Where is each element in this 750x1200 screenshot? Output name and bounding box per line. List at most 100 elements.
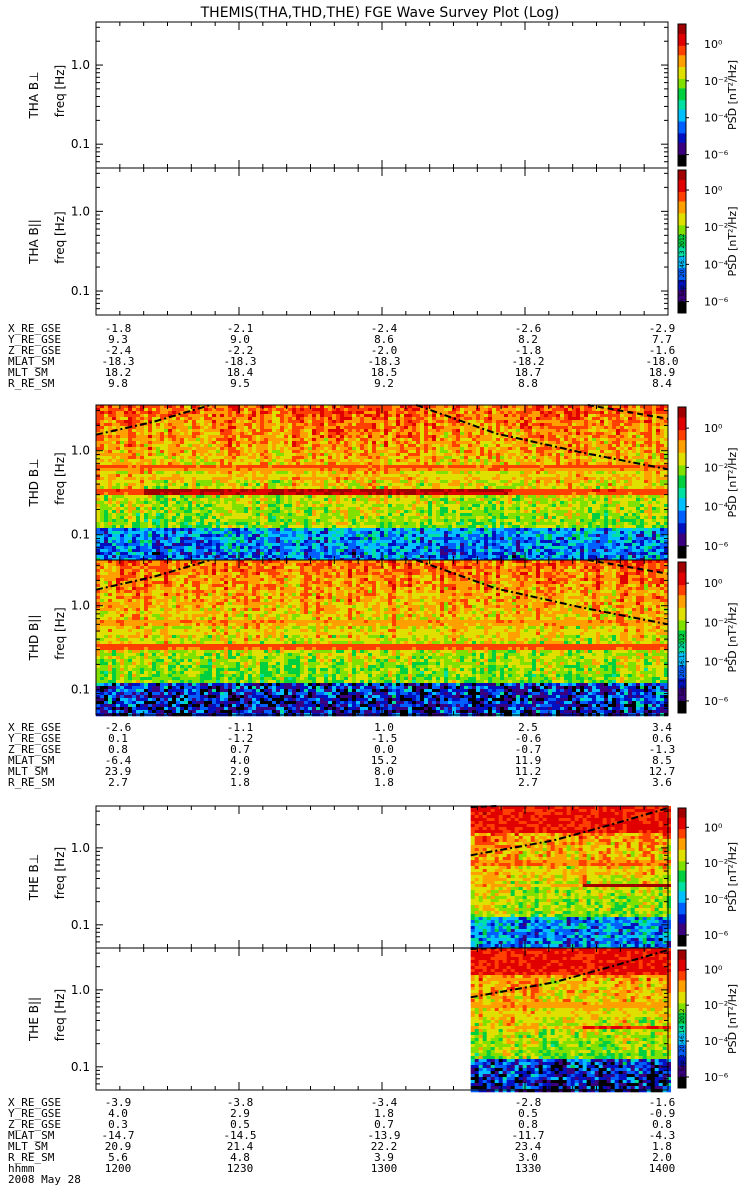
gyrofrequency-curve [470,805,497,808]
ephemeris-value: -18.3 [223,356,256,367]
date-label: 2008 May 28 [8,1174,81,1185]
ephemeris-value: 1.8 [652,1141,672,1152]
colorbar-tick-label: 10⁻⁴ [704,112,729,125]
ephemeris-value: 9.8 [108,378,128,389]
y-axis-label: freq [Hz] [53,211,67,263]
colorbar-label: PSD [nT²/Hz] [726,984,739,1054]
ephemeris-value: 9.3 [108,334,128,345]
ephemeris-value: -1.1 [227,722,254,733]
ephemeris-value: 0.8 [518,1119,538,1130]
ephemeris-row-label: MLAT_SM [8,1130,54,1141]
y-tick-label: 0.1 [71,1060,90,1074]
ephemeris-value: 18.5 [371,367,398,378]
colorbar-tick-label: 10⁻² [704,75,728,88]
y-tick-label: 0.1 [71,683,90,697]
colorbar-tick-label: 10⁻⁶ [704,695,729,708]
colorbar-tick-label: 10⁰ [704,422,723,435]
ephemeris-value: 5.6 [108,1152,128,1163]
y-axis-label: freq [Hz] [53,989,67,1041]
gyrofrequency-curve [470,947,497,950]
y-tick-label: 0.1 [71,284,90,298]
ephemeris-value: 2.9 [230,766,250,777]
y-tick-label: 1.0 [71,444,90,458]
ephemeris-value: 3.4 [652,722,672,733]
ephemeris-row-label: Z_RE_GSE [8,744,61,755]
ephemeris-value: 9.0 [230,334,250,345]
ephemeris-value: 2.7 [108,777,128,788]
ephemeris-value: 0.3 [108,1119,128,1130]
colorbar-label: PSD [nT²/Hz] [726,60,739,130]
ephemeris-value: 8.8 [518,378,538,389]
ephemeris-value: 4.0 [108,1108,128,1119]
ephemeris-value: 0.1 [108,733,128,744]
ephemeris-value: 21.4 [227,1141,254,1152]
colorbar-tick-label: 10⁻⁶ [704,540,729,553]
ephemeris-value: 11.2 [515,766,542,777]
colorbar-tick-label: 10⁻² [704,857,728,870]
ephemeris-value: 1.8 [230,777,250,788]
ephemeris-value: -1.8 [515,345,542,356]
ephemeris-row-label: Y_RE_GSE [8,1108,61,1119]
ephemeris-value: 1200 [105,1163,132,1174]
y-tick-label: 0.1 [71,137,90,151]
ephemeris-row-label: MLAT_SM [8,755,54,766]
plot-timestamp: Mon Sep 3 20:46:13 2012 [679,633,686,711]
panel-thd-bpar [96,560,669,717]
ephemeris-value: 8.6 [374,334,394,345]
colorbar-tick-label: 10⁻⁶ [704,296,729,309]
y-tick-label: 1.0 [71,58,90,72]
ephemeris-value: -4.3 [649,1130,676,1141]
colorbar: 10⁰ 10⁻² 10⁻⁴ 10⁻⁶ PSD [nT²/Hz] [677,561,739,714]
ephemeris-value: -18.3 [367,356,400,367]
ephemeris-value: -1.6 [649,345,676,356]
colorbar-label: PSD [nT²/Hz] [726,602,739,672]
ephemeris-value: 1.0 [374,722,394,733]
panel-frame [95,167,669,316]
ephemeris-value: -1.5 [371,733,398,744]
colorbar-tick-label: 10⁻⁴ [704,1035,729,1048]
ephemeris-row-label: Y_RE_GSE [8,334,61,345]
ephemeris-row-label: Z_RE_GSE [8,345,61,356]
ephemeris-value: 1230 [227,1163,254,1174]
ephemeris-row-label: R_RE_SM [8,777,54,788]
y-tick-label: 1.0 [71,204,90,218]
ephemeris-value: 7.7 [652,334,672,345]
ephemeris-value: 2.5 [518,722,538,733]
y-tick-label: 0.1 [71,918,90,932]
ephemeris-value: 0.8 [652,1119,672,1130]
ephemeris-value: -14.5 [223,1130,256,1141]
ephemeris-row-label: MLT_SM [8,367,48,378]
ephemeris-value: 2.0 [652,1152,672,1163]
ephemeris-value: 0.6 [652,733,672,744]
ephemeris-value: 3.9 [374,1152,394,1163]
ephemeris-row-label: R_RE_SM [8,378,54,389]
ephemeris-value: -2.6 [515,323,542,334]
ephemeris-row-label: R_RE_SM [8,1152,54,1163]
gyrofrequency-curve [415,404,669,471]
ephemeris-value: 8.0 [374,766,394,777]
ephemeris-value: -3.8 [227,1097,254,1108]
ephemeris-value: -11.7 [511,1130,544,1141]
ephemeris-value: -1.3 [649,744,676,755]
ephemeris-value: 9.2 [374,378,394,389]
panel-label: THD B|| [27,615,41,662]
ephemeris-value: -18.0 [645,356,678,367]
colorbar-tick-label: 10⁻² [704,999,728,1012]
colorbar-tick-label: 10⁰ [704,821,723,834]
ephemeris-value: 8.4 [652,378,672,389]
ephemeris-value: 0.8 [108,744,128,755]
ephemeris-value: -0.7 [515,744,542,755]
ephemeris-value: 1.8 [374,777,394,788]
ephemeris-value: 15.2 [371,755,398,766]
colorbar-tick-label: 10⁻⁶ [704,929,729,942]
colorbar: 10⁰ 10⁻² 10⁻⁴ 10⁻⁶ PSD [nT²/Hz] [677,949,739,1089]
ephemeris-value: 1.8 [374,1108,394,1119]
colorbar-tick-label: 10⁰ [704,184,723,197]
colorbar-tick-label: 10⁻² [704,461,728,474]
y-tick-label: 1.0 [71,983,90,997]
ephemeris-value: -2.9 [649,323,676,334]
ephemeris-value: 3.0 [518,1152,538,1163]
ephemeris-value: 0.5 [230,1119,250,1130]
ephemeris-value: -14.7 [101,1130,134,1141]
ephemeris-value: -1.8 [105,323,132,334]
